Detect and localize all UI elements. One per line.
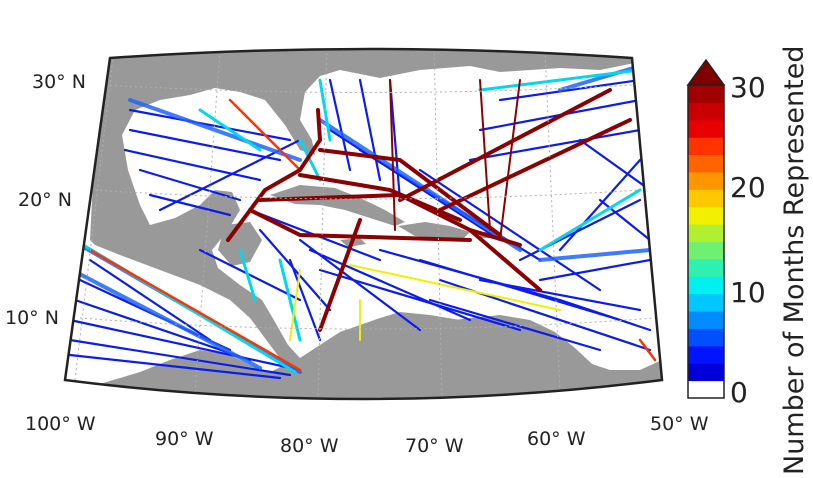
lat-label-20n: 20° N [18, 189, 72, 211]
lon-label-100w: 100° W [25, 413, 96, 435]
colorbar-segment [688, 345, 724, 364]
lat-label-30n: 30° N [32, 71, 86, 93]
colorbar-tick-20: 20 [730, 171, 766, 204]
lat-label-10n: 10° N [5, 307, 59, 329]
land-north-america [65, 49, 662, 399]
lon-label-80w: 80° W [280, 435, 339, 457]
colorbar-frame [687, 84, 725, 399]
colorbar-segment [688, 363, 724, 382]
colorbar-segment [688, 241, 724, 260]
longitude-labels: 100° W 90° W 80° W 70° W 60° W 50° W [25, 413, 709, 457]
colorbar-segment [688, 154, 724, 173]
map-frame-border [63, 47, 664, 401]
lon-label-50w: 50° W [650, 413, 709, 435]
colorbar-tick-0: 0 [730, 376, 748, 409]
colorbar-extend-arrow [686, 58, 726, 86]
latitude-labels: 30° N 20° N 10° N [5, 71, 86, 329]
colorbar-segment [688, 311, 724, 329]
lon-label-60w: 60° W [527, 428, 586, 450]
colorbar-title: Number of Months Represented [779, 46, 810, 475]
map-panel [63, 47, 664, 401]
land-hispaniola [398, 222, 470, 240]
colorbar-segment [688, 276, 724, 295]
colorbar-segment [688, 224, 724, 242]
graticule [74, 49, 662, 399]
colorbar-segment [688, 380, 724, 399]
colorbar-segment [688, 206, 724, 225]
colorbar-segment [688, 171, 724, 190]
lon-label-90w: 90° W [155, 428, 214, 450]
colorbar-segment [688, 189, 724, 208]
lon-label-70w: 70° W [405, 435, 464, 457]
colorbar-segment [688, 137, 724, 156]
colorbar-segment [688, 328, 724, 347]
colorbar-segment [688, 85, 724, 103]
colorbar-segment [688, 293, 724, 312]
colorbar-tick-30: 30 [730, 71, 766, 104]
colorbar-segments [688, 85, 724, 399]
colorbar-segment [688, 258, 724, 277]
colorbar: 30 20 10 0 Number of Months Represented [686, 46, 810, 475]
land-cuba [270, 185, 405, 226]
colorbar-tick-10: 10 [730, 276, 766, 309]
colorbar-segment [688, 102, 724, 121]
colorbar-segment [688, 119, 724, 138]
land-yucatan [218, 222, 262, 266]
shipping-tracks [68, 58, 662, 380]
